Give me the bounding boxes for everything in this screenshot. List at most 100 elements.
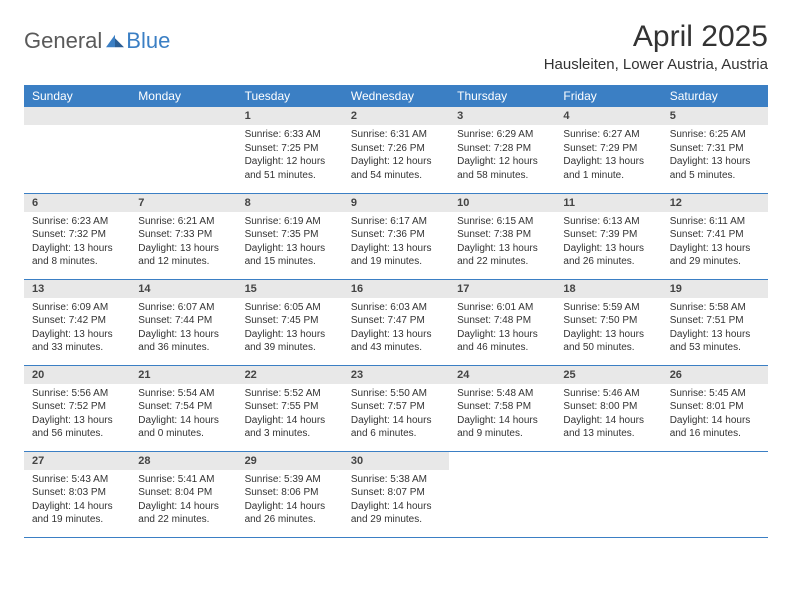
sunrise-text: Sunrise: 5:52 AM [245,387,335,401]
sunrise-text: Sunrise: 6:15 AM [457,215,547,229]
triangle-icon [106,34,124,48]
sunrise-text: Sunrise: 6:27 AM [563,128,653,142]
day-number: 8 [237,194,343,212]
sunrise-text: Sunrise: 6:11 AM [670,215,760,229]
daylight-text: Daylight: 13 hours and 36 minutes. [138,328,228,355]
calendar-day-cell: 19Sunrise: 5:58 AMSunset: 7:51 PMDayligh… [662,279,768,365]
sunset-text: Sunset: 7:26 PM [351,142,441,156]
sunrise-text: Sunrise: 5:45 AM [670,387,760,401]
day-details: Sunrise: 6:27 AMSunset: 7:29 PMDaylight:… [555,125,661,185]
title-block: April 2025 Hausleiten, Lower Austria, Au… [544,20,768,73]
sunrise-text: Sunrise: 6:01 AM [457,301,547,315]
calendar-day-cell: 29Sunrise: 5:39 AMSunset: 8:06 PMDayligh… [237,451,343,537]
calendar-day-cell: 23Sunrise: 5:50 AMSunset: 7:57 PMDayligh… [343,365,449,451]
day-number: 22 [237,366,343,384]
day-number: 11 [555,194,661,212]
sunrise-text: Sunrise: 5:58 AM [670,301,760,315]
calendar-day-cell: 17Sunrise: 6:01 AMSunset: 7:48 PMDayligh… [449,279,555,365]
sunset-text: Sunset: 7:32 PM [32,228,122,242]
day-number: 24 [449,366,555,384]
day-details: Sunrise: 6:33 AMSunset: 7:25 PMDaylight:… [237,125,343,185]
calendar-day-cell: 1Sunrise: 6:33 AMSunset: 7:25 PMDaylight… [237,107,343,193]
calendar-day-cell: 13Sunrise: 6:09 AMSunset: 7:42 PMDayligh… [24,279,130,365]
daylight-text: Daylight: 13 hours and 43 minutes. [351,328,441,355]
day-number: 21 [130,366,236,384]
calendar-week-row: 27Sunrise: 5:43 AMSunset: 8:03 PMDayligh… [24,451,768,537]
day-number: 19 [662,280,768,298]
daylight-text: Daylight: 12 hours and 58 minutes. [457,155,547,182]
calendar-day-cell [662,451,768,537]
calendar-week-row: 20Sunrise: 5:56 AMSunset: 7:52 PMDayligh… [24,365,768,451]
calendar-day-cell: 9Sunrise: 6:17 AMSunset: 7:36 PMDaylight… [343,193,449,279]
calendar-day-cell: 7Sunrise: 6:21 AMSunset: 7:33 PMDaylight… [130,193,236,279]
sunrise-text: Sunrise: 6:13 AM [563,215,653,229]
day-details: Sunrise: 6:17 AMSunset: 7:36 PMDaylight:… [343,212,449,272]
daylight-text: Daylight: 14 hours and 26 minutes. [245,500,335,527]
daylight-text: Daylight: 13 hours and 1 minute. [563,155,653,182]
day-number: 7 [130,194,236,212]
brand-text-2: Blue [126,28,170,54]
day-header: Wednesday [343,85,449,107]
day-header: Tuesday [237,85,343,107]
location-text: Hausleiten, Lower Austria, Austria [544,56,768,73]
day-details: Sunrise: 6:13 AMSunset: 7:39 PMDaylight:… [555,212,661,272]
calendar-day-cell: 30Sunrise: 5:38 AMSunset: 8:07 PMDayligh… [343,451,449,537]
day-header: Monday [130,85,236,107]
day-number: 27 [24,452,130,470]
calendar-day-cell: 4Sunrise: 6:27 AMSunset: 7:29 PMDaylight… [555,107,661,193]
calendar-day-cell [449,451,555,537]
sunset-text: Sunset: 7:45 PM [245,314,335,328]
daylight-text: Daylight: 14 hours and 6 minutes. [351,414,441,441]
calendar-day-cell: 18Sunrise: 5:59 AMSunset: 7:50 PMDayligh… [555,279,661,365]
calendar-day-cell: 24Sunrise: 5:48 AMSunset: 7:58 PMDayligh… [449,365,555,451]
day-number: 14 [130,280,236,298]
daylight-text: Daylight: 13 hours and 8 minutes. [32,242,122,269]
sunrise-text: Sunrise: 6:25 AM [670,128,760,142]
day-details: Sunrise: 5:46 AMSunset: 8:00 PMDaylight:… [555,384,661,444]
day-number: 2 [343,107,449,125]
page-header: General Blue April 2025 Hausleiten, Lowe… [24,20,768,73]
day-header: Friday [555,85,661,107]
calendar-day-cell: 20Sunrise: 5:56 AMSunset: 7:52 PMDayligh… [24,365,130,451]
daylight-text: Daylight: 13 hours and 46 minutes. [457,328,547,355]
sunset-text: Sunset: 8:00 PM [563,400,653,414]
daylight-text: Daylight: 13 hours and 53 minutes. [670,328,760,355]
sunrise-text: Sunrise: 6:29 AM [457,128,547,142]
sunrise-text: Sunrise: 6:21 AM [138,215,228,229]
day-number: 25 [555,366,661,384]
day-details: Sunrise: 6:21 AMSunset: 7:33 PMDaylight:… [130,212,236,272]
sunrise-text: Sunrise: 6:03 AM [351,301,441,315]
daylight-text: Daylight: 13 hours and 29 minutes. [670,242,760,269]
empty-day-bar [24,107,130,125]
daylight-text: Daylight: 13 hours and 33 minutes. [32,328,122,355]
sunrise-text: Sunrise: 6:05 AM [245,301,335,315]
sunset-text: Sunset: 7:47 PM [351,314,441,328]
day-number: 12 [662,194,768,212]
day-details: Sunrise: 5:50 AMSunset: 7:57 PMDaylight:… [343,384,449,444]
calendar-day-cell: 6Sunrise: 6:23 AMSunset: 7:32 PMDaylight… [24,193,130,279]
day-number: 9 [343,194,449,212]
sunset-text: Sunset: 8:01 PM [670,400,760,414]
day-number: 5 [662,107,768,125]
calendar-week-row: 13Sunrise: 6:09 AMSunset: 7:42 PMDayligh… [24,279,768,365]
sunset-text: Sunset: 7:44 PM [138,314,228,328]
sunset-text: Sunset: 7:58 PM [457,400,547,414]
month-title: April 2025 [544,20,768,54]
day-details: Sunrise: 6:15 AMSunset: 7:38 PMDaylight:… [449,212,555,272]
day-header: Sunday [24,85,130,107]
sunrise-text: Sunrise: 6:09 AM [32,301,122,315]
day-details: Sunrise: 6:05 AMSunset: 7:45 PMDaylight:… [237,298,343,358]
day-details: Sunrise: 5:43 AMSunset: 8:03 PMDaylight:… [24,470,130,530]
sunset-text: Sunset: 8:04 PM [138,486,228,500]
day-details: Sunrise: 6:03 AMSunset: 7:47 PMDaylight:… [343,298,449,358]
calendar-day-cell: 2Sunrise: 6:31 AMSunset: 7:26 PMDaylight… [343,107,449,193]
day-header: Saturday [662,85,768,107]
day-number: 10 [449,194,555,212]
daylight-text: Daylight: 13 hours and 56 minutes. [32,414,122,441]
day-number: 20 [24,366,130,384]
calendar-day-cell: 21Sunrise: 5:54 AMSunset: 7:54 PMDayligh… [130,365,236,451]
calendar-day-cell: 8Sunrise: 6:19 AMSunset: 7:35 PMDaylight… [237,193,343,279]
daylight-text: Daylight: 14 hours and 19 minutes. [32,500,122,527]
day-details: Sunrise: 5:56 AMSunset: 7:52 PMDaylight:… [24,384,130,444]
sunrise-text: Sunrise: 5:54 AM [138,387,228,401]
